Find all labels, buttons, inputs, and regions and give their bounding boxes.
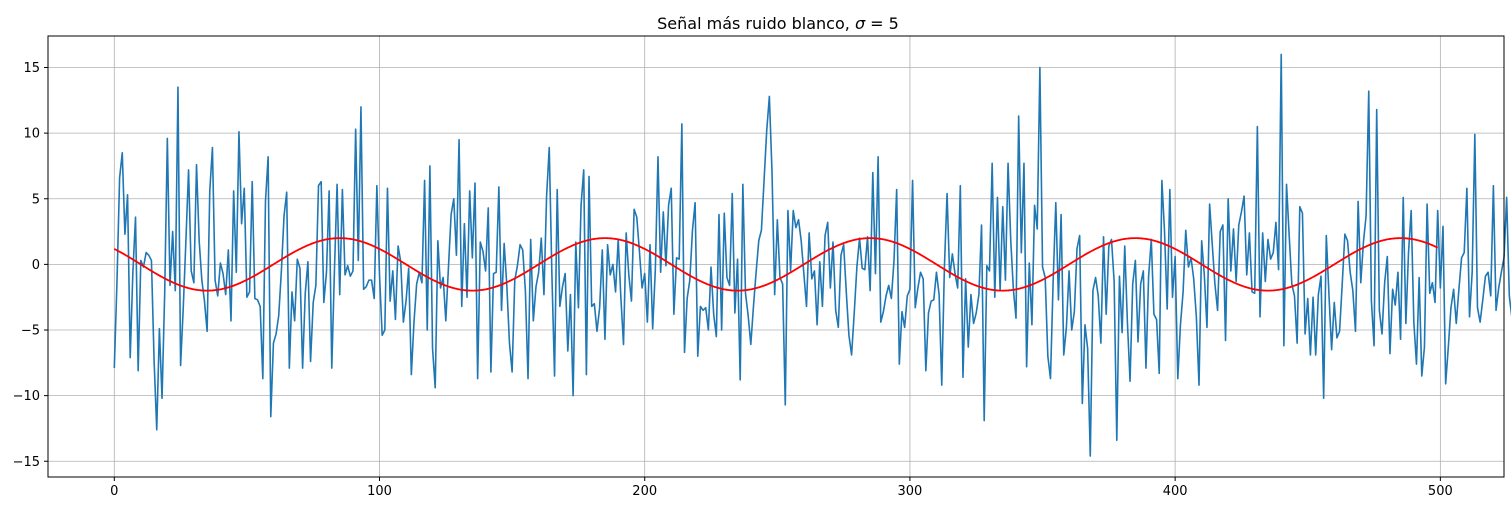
- x-tick-label: 100: [367, 484, 392, 499]
- x-tick-label: 200: [632, 484, 657, 499]
- plot-series: [113, 53, 1511, 457]
- axis-ticks: 0 100 200 300 400 500 −15 −10 −5 0 5 10 15: [13, 61, 1453, 499]
- x-tick-label: 400: [1163, 484, 1188, 499]
- y-tick-label: 5: [32, 192, 40, 207]
- plot-area-frame: [47, 35, 1505, 478]
- y-tick-label: 15: [23, 61, 40, 76]
- y-tick-label: −10: [13, 389, 40, 404]
- signal-series-line: [113, 237, 1439, 292]
- y-tick-label: −15: [13, 455, 40, 470]
- x-tick-label: 500: [1428, 484, 1453, 499]
- title-sigma: σ: [855, 14, 866, 33]
- chart-title: Señal más ruido blanco, σ = 5: [657, 14, 899, 33]
- x-tick-label: 300: [898, 484, 923, 499]
- title-suffix: = 5: [865, 14, 899, 33]
- title-prefix: Señal más ruido blanco,: [657, 14, 855, 33]
- x-tick-label: 0: [110, 484, 118, 499]
- y-tick-label: 10: [23, 127, 40, 142]
- y-tick-label: 0: [32, 258, 40, 273]
- y-tick-label: −5: [21, 324, 40, 339]
